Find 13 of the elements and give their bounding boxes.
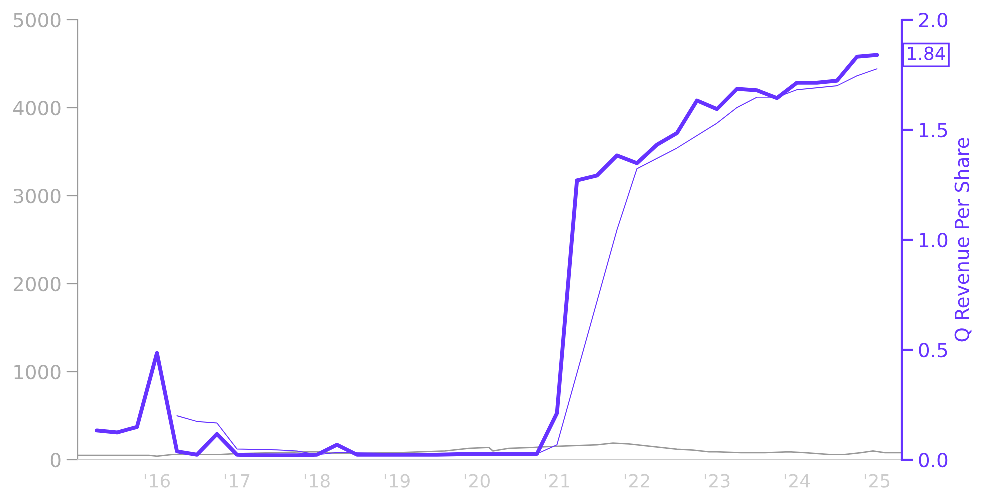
y2-tick-label: 0.5: [919, 342, 948, 358]
y-tick-label: 0: [50, 452, 61, 468]
y2-tick-label: 1.5: [920, 123, 948, 138]
y-tick-label: 1000: [14, 364, 61, 380]
y2-tick-label: 0.0: [919, 452, 948, 468]
y-tick-label: 2000: [14, 276, 61, 292]
y-tick-label: 4000: [13, 100, 61, 116]
data-label: 1.84: [908, 46, 946, 60]
y-tick-label: 5000: [14, 12, 61, 28]
y2-tick-label: 2.0: [919, 12, 948, 28]
y-tick-label: 3000: [14, 188, 61, 204]
y2-axis-title: Q Revenue Per Share: [954, 138, 972, 342]
y2-tick-label: 1.0: [920, 232, 948, 248]
